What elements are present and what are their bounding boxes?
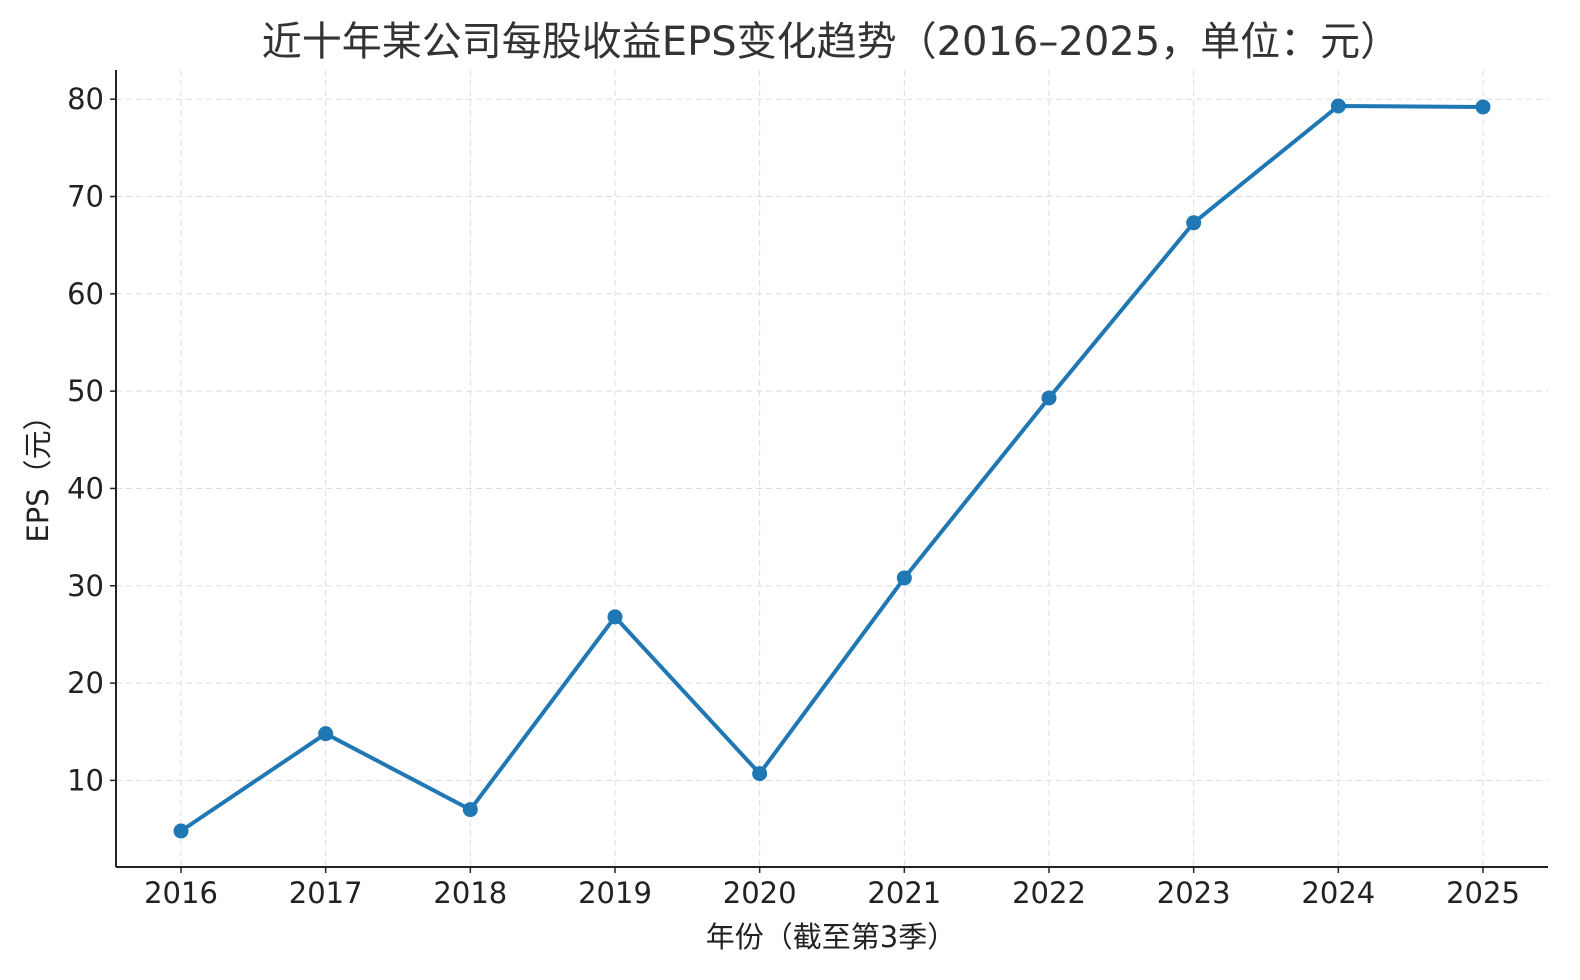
chart-title: 近十年某公司每股收益EPS变化趋势（2016–2025，单位：元）: [262, 19, 1400, 65]
data-point-2019: [607, 609, 623, 625]
y-tick-label: 80: [67, 82, 104, 116]
y-tick-label: 10: [67, 763, 104, 797]
y-tick-label: 40: [67, 471, 104, 505]
data-point-2020: [752, 766, 768, 782]
y-tick-label: 20: [67, 666, 104, 700]
data-point-2025: [1475, 99, 1491, 115]
x-tick-label: 2016: [144, 876, 218, 910]
x-tick-label: 2022: [1012, 876, 1086, 910]
x-tick-label: 2025: [1446, 876, 1520, 910]
axes: [115, 70, 1548, 868]
data-point-2024: [1330, 98, 1346, 114]
y-tick-label: 70: [67, 180, 104, 214]
y-tick-label: 30: [67, 569, 104, 603]
x-tick-label: 2024: [1301, 876, 1375, 910]
y-axis-label: EPS（元）: [21, 401, 55, 542]
data-point-2018: [462, 802, 478, 818]
data-point-2016: [173, 823, 189, 839]
data-point-2022: [1041, 390, 1057, 406]
x-tick-label: 2021: [867, 876, 941, 910]
data-point-2017: [318, 726, 334, 742]
series-group: [173, 98, 1491, 839]
data-point-2021: [896, 570, 912, 586]
y-ticks: 10 20 30 40 50 60 70 80: [67, 82, 116, 797]
x-ticks: 2016 2017 2018 2019 2020 2021 2022 2023 2024 2025: [144, 867, 1520, 910]
x-axis-label: 年份（截至第3季）: [706, 920, 956, 954]
x-tick-label: 2018: [433, 876, 507, 910]
y-tick-label: 50: [67, 374, 104, 408]
grid-lines: [116, 70, 1548, 867]
data-point-2023: [1186, 215, 1202, 231]
series-line: [179, 104, 1484, 833]
x-tick-label: 2017: [289, 876, 363, 910]
y-tick-label: 60: [67, 277, 104, 311]
x-tick-label: 2020: [723, 876, 797, 910]
x-tick-label: 2019: [578, 876, 652, 910]
x-tick-label: 2023: [1157, 876, 1231, 910]
